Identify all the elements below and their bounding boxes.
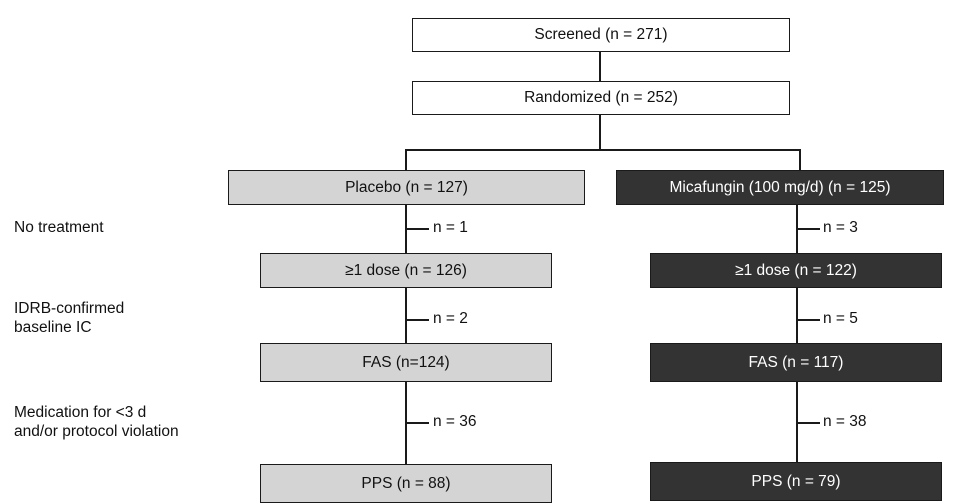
- micafungin-arm-drop: [799, 149, 801, 170]
- micafungin-exclusion-tick-1: [796, 228, 820, 230]
- micafungin-fas-label: FAS (n = 117): [748, 353, 844, 371]
- micafungin-exclusion-no-treatment: n = 3: [823, 219, 858, 236]
- micafungin-dose-box: ≥1 dose (n = 122): [650, 253, 942, 288]
- placebo-dose-box: ≥1 dose (n = 126): [260, 253, 552, 288]
- micafungin-arm-label: Micafungin (100 mg/d) (n = 125): [669, 178, 891, 196]
- row-label-no-treatment: No treatment: [14, 219, 104, 236]
- screened-to-randomized-connector: [599, 52, 601, 81]
- placebo-connector-2: [405, 288, 407, 343]
- arm-split-connector: [405, 149, 800, 151]
- placebo-arm-drop: [405, 149, 407, 170]
- micafungin-connector-2: [796, 288, 798, 343]
- randomized-down-connector: [599, 115, 601, 150]
- randomized-box: Randomized (n = 252): [412, 81, 790, 115]
- screened-box: Screened (n = 271): [412, 18, 790, 52]
- screened-label: Screened (n = 271): [534, 26, 668, 43]
- placebo-exclusion-idrb: n = 2: [433, 310, 468, 327]
- row-label-medication: Medication for <3 d and/or protocol viol…: [14, 404, 179, 440]
- micafungin-dose-label: ≥1 dose (n = 122): [735, 261, 857, 279]
- micafungin-arm-box: Micafungin (100 mg/d) (n = 125): [616, 170, 944, 205]
- placebo-arm-label: Placebo (n = 127): [345, 178, 468, 196]
- placebo-exclusion-medication: n = 36: [433, 413, 477, 430]
- micafungin-pps-label: PPS (n = 79): [751, 472, 841, 490]
- micafungin-exclusion-tick-2: [796, 319, 820, 321]
- placebo-exclusion-no-treatment: n = 1: [433, 219, 468, 236]
- micafungin-exclusion-idrb: n = 5: [823, 310, 858, 327]
- placebo-fas-label: FAS (n=124): [362, 353, 450, 371]
- placebo-pps-label: PPS (n = 88): [361, 474, 451, 492]
- randomized-label: Randomized (n = 252): [524, 89, 678, 106]
- micafungin-exclusion-tick-3: [796, 422, 820, 424]
- placebo-exclusion-tick-1: [405, 228, 429, 230]
- placebo-arm-box: Placebo (n = 127): [228, 170, 585, 205]
- micafungin-exclusion-medication: n = 38: [823, 413, 867, 430]
- row-label-idrb-confirmed: IDRB-confirmed baseline IC: [14, 300, 125, 336]
- placebo-pps-box: PPS (n = 88): [260, 464, 552, 503]
- placebo-exclusion-tick-2: [405, 319, 429, 321]
- placebo-fas-box: FAS (n=124): [260, 343, 552, 382]
- placebo-exclusion-tick-3: [405, 422, 429, 424]
- micafungin-fas-box: FAS (n = 117): [650, 343, 942, 382]
- micafungin-pps-box: PPS (n = 79): [650, 462, 942, 501]
- placebo-dose-label: ≥1 dose (n = 126): [345, 261, 467, 279]
